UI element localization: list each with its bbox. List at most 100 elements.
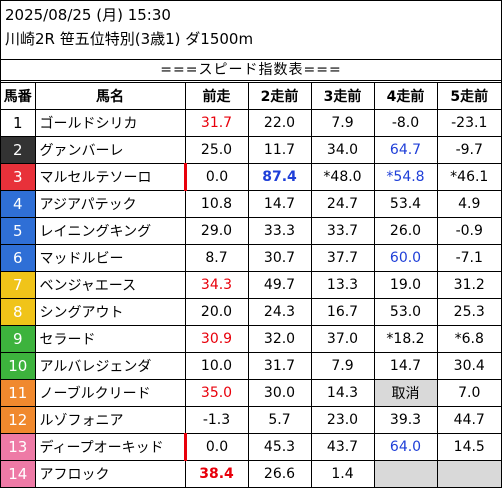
- speed-index-cell: -8.0: [373, 109, 438, 137]
- speed-index-cell: 5.7: [247, 406, 312, 434]
- horse-number-cell: 8: [1, 298, 36, 326]
- speed-index-cell: 31.7: [184, 109, 249, 137]
- column-header-5-races-ago: 5走前: [436, 82, 501, 110]
- horse-number-cell: 5: [1, 217, 36, 245]
- table-row: 1 ゴールドシリカ 31.7 22.0 7.9 -8.0 -23.1: [1, 109, 501, 137]
- horse-number-cell: 4: [1, 190, 36, 218]
- speed-index-cell: 31.7: [247, 352, 312, 380]
- speed-index-cell: 14.7: [247, 190, 312, 218]
- column-header-name: 馬名: [34, 82, 186, 110]
- table-row: 14 アフロック 38.4 26.6 1.4: [1, 460, 501, 488]
- horse-number-cell: 2: [1, 136, 36, 164]
- speed-index-cell: 38.4: [184, 460, 249, 488]
- section-title: ===スピード指数表===: [1, 59, 501, 81]
- speed-index-cell: 33.3: [247, 217, 312, 245]
- table-row: 8 シングアウト 20.0 24.3 16.7 53.0 25.3: [1, 298, 501, 326]
- speed-index-cell: 29.0: [184, 217, 249, 245]
- speed-index-cell: 30.9: [184, 325, 249, 353]
- speed-index-cell: 31.2: [436, 271, 501, 299]
- horse-number-cell: 13: [1, 433, 36, 461]
- horse-number-cell: 14: [1, 460, 36, 488]
- column-header-3-races-ago: 3走前: [310, 82, 375, 110]
- horse-name-cell: ベンジャエース: [34, 271, 186, 299]
- column-header-4-races-ago: 4走前: [373, 82, 438, 110]
- horse-number-cell: 10: [1, 352, 36, 380]
- speed-index-cell: 23.0: [310, 406, 375, 434]
- speed-index-cell: 0.0: [184, 433, 249, 461]
- horse-number-cell: 6: [1, 244, 36, 272]
- race-datetime: 2025/08/25 (月) 15:30: [5, 6, 171, 24]
- speed-index-cell: 30.0: [247, 379, 312, 407]
- speed-index-cell: 11.7: [247, 136, 312, 164]
- speed-index-cell: 取消: [373, 379, 438, 407]
- horse-number-cell: 9: [1, 325, 36, 353]
- table-header-row: 馬番 馬名 前走 2走前 3走前 4走前 5走前: [1, 82, 501, 110]
- speed-index-cell: *54.8: [373, 163, 438, 191]
- horse-name-cell: ディープオーキッド: [34, 433, 187, 461]
- speed-index-cell: 60.0: [373, 244, 438, 272]
- horse-number-cell: 1: [1, 109, 36, 137]
- speed-index-cell: 10.0: [184, 352, 249, 380]
- speed-index-cell: 53.4: [373, 190, 438, 218]
- speed-index-cell: 1.4: [310, 460, 375, 488]
- horse-name-cell: グァンバーレ: [34, 136, 186, 164]
- speed-index-cell: 20.0: [184, 298, 249, 326]
- speed-index-cell: 16.7: [310, 298, 375, 326]
- speed-index-cell: -0.9: [436, 217, 501, 245]
- speed-index-cell: 30.7: [247, 244, 312, 272]
- speed-index-cell: *6.8: [436, 325, 501, 353]
- speed-index-cell: 25.0: [184, 136, 249, 164]
- speed-index-cell: 37.0: [310, 325, 375, 353]
- speed-index-cell: 26.6: [247, 460, 312, 488]
- horse-name-cell: アジアパテック: [34, 190, 186, 218]
- horse-name-cell: アルバレジェンダ: [34, 352, 186, 380]
- speed-index-cell: -1.3: [184, 406, 249, 434]
- speed-index-cell: 37.7: [310, 244, 375, 272]
- table-row: 13 ディープオーキッド 0.0 45.3 43.7 64.0 14.5: [1, 433, 501, 461]
- horse-name-cell: セラード: [34, 325, 186, 353]
- speed-index-cell: 53.0: [373, 298, 438, 326]
- speed-index-cell: 24.7: [310, 190, 375, 218]
- table-row: 3 マルセルテソーロ 0.0 87.4 *48.0 *54.8 *46.1: [1, 163, 501, 191]
- speed-index-cell: 22.0: [247, 109, 312, 137]
- speed-index-cell: 19.0: [373, 271, 438, 299]
- speed-index-cell: 25.3: [436, 298, 501, 326]
- speed-index-cell: 7.9: [310, 109, 375, 137]
- horse-name-cell: アフロック: [34, 460, 186, 488]
- speed-index-cell: 10.8: [184, 190, 249, 218]
- speed-index-cell: 26.0: [373, 217, 438, 245]
- speed-index-cell: 64.7: [373, 136, 438, 164]
- speed-index-cell: 30.4: [436, 352, 501, 380]
- speed-index-cell: 14.7: [373, 352, 438, 380]
- race-title: 川崎2R 笹五位特別(3歳1) ダ1500m: [5, 30, 254, 48]
- speed-index-cell: 32.0: [247, 325, 312, 353]
- speed-index-cell: *18.2: [373, 325, 438, 353]
- table-row: 12 ルゾフォニア -1.3 5.7 23.0 39.3 44.7: [1, 406, 501, 434]
- speed-index-cell: 45.3: [247, 433, 312, 461]
- table-row: 2 グァンバーレ 25.0 11.7 34.0 64.7 -9.7: [1, 136, 501, 164]
- speed-index-cell: 49.7: [247, 271, 312, 299]
- speed-index-cell: 14.5: [436, 433, 501, 461]
- table-row: 4 アジアパテック 10.8 14.7 24.7 53.4 4.9: [1, 190, 501, 218]
- speed-index-cell: 39.3: [373, 406, 438, 434]
- speed-index-table: 馬番 馬名 前走 2走前 3走前 4走前 5走前 1 ゴールドシリカ 31.7 22.…: [1, 82, 501, 488]
- speed-index-cell: 64.0: [373, 433, 438, 461]
- speed-index-cell: 0.0: [184, 163, 249, 191]
- horse-name-cell: ゴールドシリカ: [34, 109, 186, 137]
- horse-name-cell: レイニングキング: [34, 217, 186, 245]
- table-row: 5 レイニングキング 29.0 33.3 33.7 26.0 -0.9: [1, 217, 501, 245]
- speed-index-cell: 7.9: [310, 352, 375, 380]
- horse-name-cell: ノーブルクリード: [34, 379, 186, 407]
- speed-index-cell: 24.3: [247, 298, 312, 326]
- speed-index-cell: 34.0: [310, 136, 375, 164]
- speed-index-cell: 44.7: [436, 406, 501, 434]
- column-header-2-races-ago: 2走前: [247, 82, 312, 110]
- horse-name-cell: ルゾフォニア: [34, 406, 186, 434]
- speed-index-cell: 7.0: [436, 379, 501, 407]
- column-header-number: 馬番: [1, 82, 36, 110]
- speed-index-cell: 33.7: [310, 217, 375, 245]
- speed-index-cell: 8.7: [184, 244, 249, 272]
- speed-index-cell: 14.3: [310, 379, 375, 407]
- horse-name-cell: マルセルテソーロ: [34, 163, 187, 191]
